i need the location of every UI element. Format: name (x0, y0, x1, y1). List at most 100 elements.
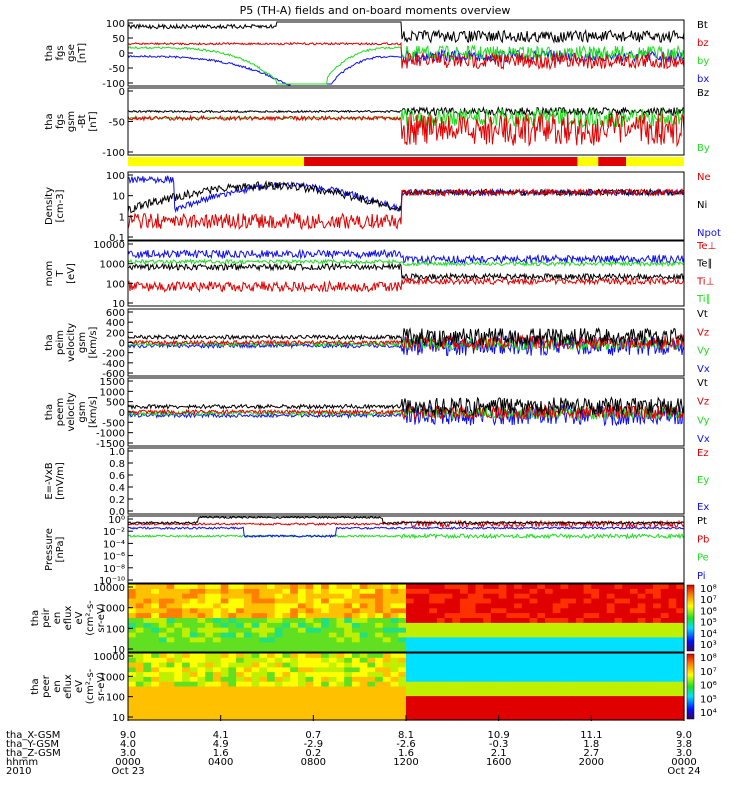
panel-efield (127, 447, 685, 515)
ylabel-line: peer (41, 674, 52, 698)
trace-te-perp (127, 276, 685, 293)
xaxis-row-label: 2010 (6, 766, 31, 777)
ylabel-line: [km/s] (88, 326, 99, 358)
panel-peer-eflux (127, 652, 695, 721)
ytick-label: 1 (119, 212, 125, 223)
trace-ne (127, 187, 685, 231)
trace-vt (127, 396, 685, 416)
ylabel-line: peim (55, 330, 66, 355)
ylabel-line: tha (44, 334, 55, 350)
ylabel-line: tha (44, 113, 55, 129)
legend-bz: bz (697, 38, 709, 49)
ylabel-line: peir (41, 607, 52, 627)
ytick-label: 10⁻⁴ (103, 539, 125, 550)
trace-bt (127, 21, 685, 44)
xaxis-value: 3.8 (676, 739, 692, 750)
ytick-label: 10000 (93, 652, 125, 663)
ytick-label: 10⁰ (108, 515, 125, 526)
region-segment-2 (577, 157, 599, 166)
trace-pt (127, 516, 685, 525)
ytick-label: 0.4 (109, 483, 125, 494)
ylabel-line: fgs (55, 45, 66, 60)
panel-fgs-gse (127, 19, 685, 87)
ylabel-line: T (55, 270, 66, 278)
ytick-label: 100 (106, 171, 125, 182)
ylabel-line: en (52, 612, 63, 625)
colorbar-label: 10⁴ (700, 708, 717, 719)
xaxis-value: 9.0 (120, 730, 136, 741)
xaxis-row-label: tha_Y-GSM (6, 739, 59, 750)
legend-Ex: Ex (697, 502, 709, 513)
panel-region-bar (128, 157, 684, 166)
legend-Pb: Pb (697, 534, 709, 545)
ytick-label: 600 (106, 308, 125, 319)
ylabel-line: gsm (66, 111, 77, 132)
ytick-label: 1500 (100, 377, 125, 388)
colorbar-label: 10⁶ (700, 606, 717, 617)
colorbar-label: 10⁸ (700, 653, 717, 664)
ytick-label: 1.0 (109, 447, 125, 458)
xaxis-value: 1200 (393, 757, 418, 768)
trace-tpar-i (127, 258, 685, 268)
legend-Vx: Vx (697, 364, 710, 375)
xaxis-value: 2.7 (583, 748, 599, 759)
legend-Bt: Bt (697, 20, 708, 31)
ytick-label: 10 (112, 645, 125, 656)
ylabel-line: velocity (66, 323, 77, 362)
legend-Vz: Vz (697, 397, 709, 408)
ytick-label: 500 (106, 398, 125, 409)
ytick-label: 0.1 (109, 233, 125, 244)
ytick-label: -1000 (96, 429, 125, 440)
panel-pressure (127, 515, 685, 584)
ytick-label: 10000 (93, 583, 125, 594)
legend-Vt: Vt (697, 309, 708, 320)
ytick-label: 1000 (100, 672, 125, 683)
ylabel-line: gse (66, 44, 77, 62)
panel-frame (127, 583, 685, 653)
xaxis-row-label: tha_X-GSM (6, 730, 60, 741)
trace-vx (127, 403, 684, 427)
legend-Ez: Ez (697, 448, 709, 459)
ytick-label: 100 (106, 624, 125, 635)
ytick-label: 10000 (93, 240, 125, 251)
ytick-label: 1000 (100, 260, 125, 271)
ylabel-line: [eV] (66, 263, 77, 284)
ytick-label: -200 (102, 349, 125, 360)
legend-Pi: Pi (697, 571, 706, 582)
legend-Ti⊥: Ti⊥ (696, 276, 714, 287)
xaxis-value: 11.1 (580, 730, 602, 741)
ytick-label: 0 (119, 49, 125, 60)
panel-frame (127, 447, 685, 515)
xaxis-value: 0000 (671, 757, 696, 768)
colorbar-label: 10⁵ (700, 618, 717, 629)
trace-pi (127, 526, 685, 539)
colorbar-label: 10⁵ (700, 694, 717, 705)
legend-Ni: Ni (697, 200, 707, 211)
ytick-label: -1500 (96, 439, 125, 450)
ytick-label: 10⁻⁸ (103, 564, 125, 575)
colorbar (686, 584, 695, 652)
legend-Vx: Vx (697, 434, 710, 445)
ylabel-line: gsm (77, 332, 88, 353)
legend-Te∥: Te∥ (696, 259, 713, 270)
xaxis-value: -2.9 (304, 739, 324, 750)
xaxis-value: 8.1 (398, 730, 414, 741)
xaxis-value: -0.3 (489, 739, 509, 750)
legend-Pe: Pe (697, 553, 709, 564)
ytick-label: 200 (106, 328, 125, 339)
legend-Ey: Ey (697, 475, 709, 486)
legend-Ne: Ne (697, 172, 711, 183)
ytick-label: -400 (102, 359, 125, 370)
colorbar-label: 10⁷ (700, 667, 717, 678)
trace-pe (127, 532, 685, 540)
ylabel-line: velocity (66, 392, 77, 431)
ylabel-line: tha (44, 404, 55, 420)
xaxis-value: 1.6 (398, 748, 414, 759)
ylabel-line: [km/s] (88, 396, 99, 428)
ytick-label: 1000 (100, 387, 125, 398)
region-segment-0 (128, 157, 305, 166)
xaxis-value: 2000 (579, 757, 604, 768)
xaxis-value: -2.6 (396, 739, 416, 750)
xaxis-value: 1600 (486, 757, 511, 768)
